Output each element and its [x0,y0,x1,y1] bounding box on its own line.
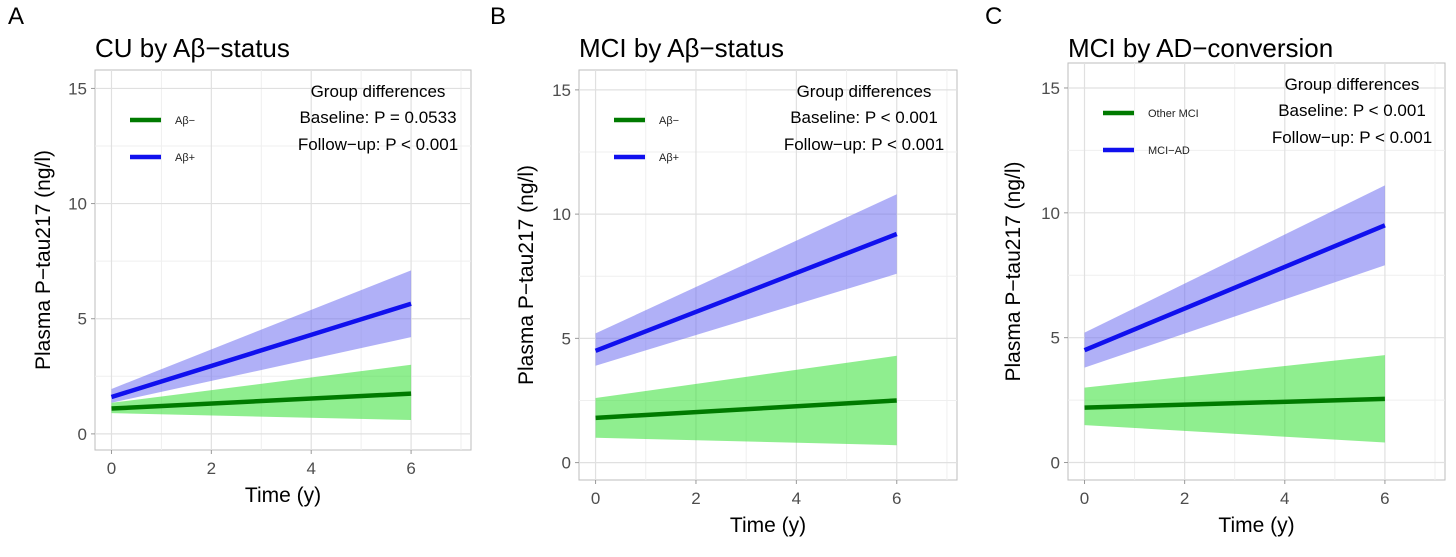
y-tick-label: 15 [552,81,571,100]
x-tick-label: 2 [1180,489,1189,508]
annotation-followup: Follow−up: P < 0.001 [784,135,944,154]
annotation-heading: Group differences [1285,75,1420,94]
confidence-band-0 [1084,355,1385,443]
fit-line-0 [595,398,897,421]
y-tick-label: 10 [1041,204,1060,223]
confidence-band-1 [1084,185,1385,368]
y-tick-label: 5 [1051,329,1060,348]
chart-title: MCI by AD−conversion [1068,33,1333,63]
panel-c: C MCI by AD−conversion 0 2 4 6 0 5 10 15 Time (y) P… [985,3,1446,537]
confidence-band-0 [595,355,897,446]
y-tick-label: 5 [562,329,571,348]
panel-a: A CU by Aβ−status 0 2 4 6 0 5 10 15 Time (y) Plasma… [8,3,472,507]
x-tick-label: 4 [306,459,315,478]
panel-b: B MCI by Aβ−status 0 2 4 6 0 5 10 15 Time (y) Plasm… [490,3,958,537]
y-axis-label: Plasma P−tau217 (ng/l) [32,150,55,370]
fit-line-1 [110,301,412,400]
x-axis-label: Time (y) [1218,514,1294,537]
annotation-baseline: Baseline: P < 0.001 [790,108,938,127]
fit-line-1 [594,231,898,353]
annotation-baseline: Baseline: P = 0.0533 [299,108,456,127]
x-tick-label: 0 [1080,489,1089,508]
y-tick-label: 0 [562,454,571,473]
x-tick-label: 6 [892,489,901,508]
legend-label: Aβ− [659,115,679,127]
x-tick-label: 2 [691,489,700,508]
annotation-followup: Follow−up: P < 0.001 [298,135,458,154]
y-tick-label: 10 [552,205,571,224]
y-tick-label: 0 [78,425,87,444]
y-axis-label: Plasma P−tau217 (ng/l) [1002,161,1025,381]
annotation-baseline: Baseline: P < 0.001 [1278,101,1426,120]
x-tick-label: 2 [207,459,216,478]
legend-label: Aβ− [175,115,195,127]
confidence-band-1 [111,270,412,403]
y-axis-label: Plasma P−tau217 (ng/l) [515,165,538,385]
x-tick-label: 6 [406,459,415,478]
legend-label: Aβ+ [659,152,679,164]
chart-title: CU by Aβ−status [95,33,290,63]
y-tick-label: 5 [78,310,87,329]
y-tick-label: 15 [1041,79,1060,98]
panel-letter: A [8,3,24,30]
fit-line-0 [1084,396,1385,410]
x-axis-label: Time (y) [730,514,806,537]
y-tick-label: 0 [1051,454,1060,473]
annotation-followup: Follow−up: P < 0.001 [1272,128,1432,147]
x-axis-label: Time (y) [245,484,321,507]
panel-letter: B [490,3,506,30]
panel-letter: C [985,3,1002,30]
legend-label: Other MCI [1148,108,1199,120]
chart-title: MCI by Aβ−status [579,33,784,63]
y-tick-label: 10 [68,195,87,214]
x-tick-label: 0 [591,489,600,508]
x-tick-label: 4 [792,489,801,508]
legend-label: MCI−AD [1148,145,1190,157]
x-tick-label: 6 [1380,489,1389,508]
annotation-heading: Group differences [311,82,446,101]
fit-line-0 [111,391,412,411]
fit-line-1 [1083,223,1386,353]
y-tick-label: 15 [68,79,87,98]
annotation-heading: Group differences [797,82,932,101]
x-tick-label: 0 [107,459,116,478]
x-tick-label: 4 [1280,489,1289,508]
legend-label: Aβ+ [175,152,195,164]
